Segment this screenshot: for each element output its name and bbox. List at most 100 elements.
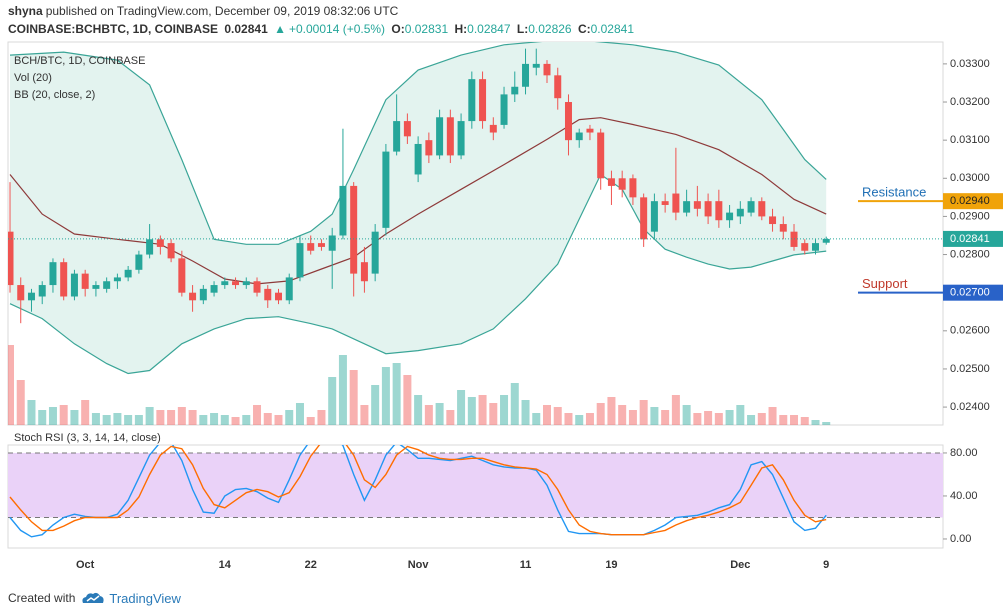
candle-body: [532, 63, 540, 68]
candle-body: [339, 185, 347, 236]
volume-bar: [543, 405, 551, 425]
volume-bar: [757, 413, 766, 425]
y-tick-label: 0.03000: [950, 172, 990, 184]
volume-bar: [575, 415, 584, 425]
volume-bar: [253, 405, 262, 425]
close-label: C:: [577, 22, 591, 36]
candle-body: [360, 262, 368, 282]
candle-body: [264, 288, 272, 301]
candle-body: [156, 239, 164, 247]
candle-body: [747, 201, 755, 213]
y-tick-label: 0.02800: [950, 248, 990, 260]
candle-body: [189, 292, 197, 301]
candle-body: [178, 258, 186, 293]
candle-body: [736, 208, 744, 217]
candle-body: [607, 178, 615, 186]
rsi-layer: [8, 445, 943, 538]
annotation-tag: [943, 284, 1003, 301]
candle-body: [479, 79, 487, 122]
volume-bar: [693, 413, 702, 425]
volume-bar: [145, 407, 154, 425]
volume-bar: [8, 345, 14, 425]
volume-bar: [607, 397, 616, 425]
volume-bar: [414, 395, 423, 425]
volume-bar: [392, 363, 401, 425]
volume-bar: [435, 403, 444, 425]
candle-body: [575, 132, 583, 141]
y-tick-label: 80.00: [950, 447, 978, 459]
candle-body: [758, 201, 766, 217]
close: 0.02841: [590, 22, 635, 36]
candle-body: [672, 193, 680, 213]
volume-bar: [306, 417, 315, 425]
candle-body: [715, 201, 723, 221]
change: +0.00014 (+0.5%): [288, 22, 386, 36]
volume-bar: [521, 400, 530, 425]
quote-line: COINBASE:BCHBTC, 1D, COINBASE 0.02841 ▲ +…: [8, 22, 637, 36]
candle-body: [500, 94, 508, 125]
bb-upper: [9, 42, 827, 245]
volume-bar: [16, 380, 25, 425]
candle-body: [769, 216, 777, 225]
volume-bar: [553, 407, 562, 425]
volume-bar: [338, 355, 347, 425]
annotation-label: 0.02700: [950, 287, 990, 299]
annotation-text: Resistance: [862, 185, 926, 200]
candle-body: [425, 140, 433, 156]
candle-body: [812, 243, 819, 251]
symbol: COINBASE:BCHBTC, 1D, COINBASE: [8, 22, 219, 36]
volume-bar: [59, 405, 68, 425]
volume-bar: [167, 410, 176, 425]
volume-bar: [360, 405, 369, 425]
candle-body: [693, 201, 701, 209]
low-label: L:: [516, 22, 529, 36]
created-with: Created with: [8, 591, 76, 605]
logo: [82, 592, 104, 603]
overlay: BCH/BTC, 1D, COINBASE Vol (20) BB (20, clo…: [8, 55, 1003, 571]
volume-bar: [596, 403, 605, 425]
y-tick-label: 0.02900: [950, 210, 990, 222]
candle-body: [124, 269, 132, 278]
candle-body: [522, 63, 530, 87]
volume-bar: [532, 413, 541, 425]
candle-body: [382, 151, 390, 228]
candle-body: [210, 285, 218, 293]
rsi-line: [9, 445, 827, 538]
y-tick-label: 40.00: [950, 490, 978, 502]
volume-bar: [220, 415, 229, 425]
volume-bar: [671, 395, 680, 425]
last-price-label: 0.02841: [950, 233, 990, 245]
candle-body: [49, 262, 57, 286]
candle-body: [70, 273, 78, 297]
x-tick-label: 11: [520, 559, 532, 571]
y-tick-label: 0.00: [950, 533, 971, 545]
volume-bar: [38, 410, 47, 425]
candle-body: [511, 86, 519, 95]
volume-bar: [478, 395, 487, 425]
low: 0.02826: [528, 22, 572, 36]
candle-body: [457, 121, 465, 156]
volume-bar: [285, 410, 294, 425]
candle-body: [27, 292, 35, 301]
candle-body: [350, 185, 358, 274]
candle-body: [146, 239, 154, 255]
volume-bar: [500, 395, 509, 425]
volume-bar: [585, 413, 594, 425]
volume-bar: [188, 410, 197, 425]
candle-body: [135, 254, 143, 270]
candle-body: [683, 201, 691, 213]
candle-body: [113, 277, 121, 282]
volume-bar: [199, 415, 208, 425]
candle-body: [554, 75, 562, 99]
volume-bar: [639, 400, 648, 425]
x-tick-label: Oct: [76, 559, 95, 571]
candle-body: [60, 262, 68, 297]
rsi-band: [8, 452, 943, 518]
candle-body: [801, 243, 809, 251]
volume-bar: [736, 405, 745, 425]
annotation-text: Support: [862, 276, 908, 291]
volume-bar: [790, 415, 799, 425]
volume-bar: [467, 397, 476, 425]
volume-bar: [295, 403, 304, 425]
